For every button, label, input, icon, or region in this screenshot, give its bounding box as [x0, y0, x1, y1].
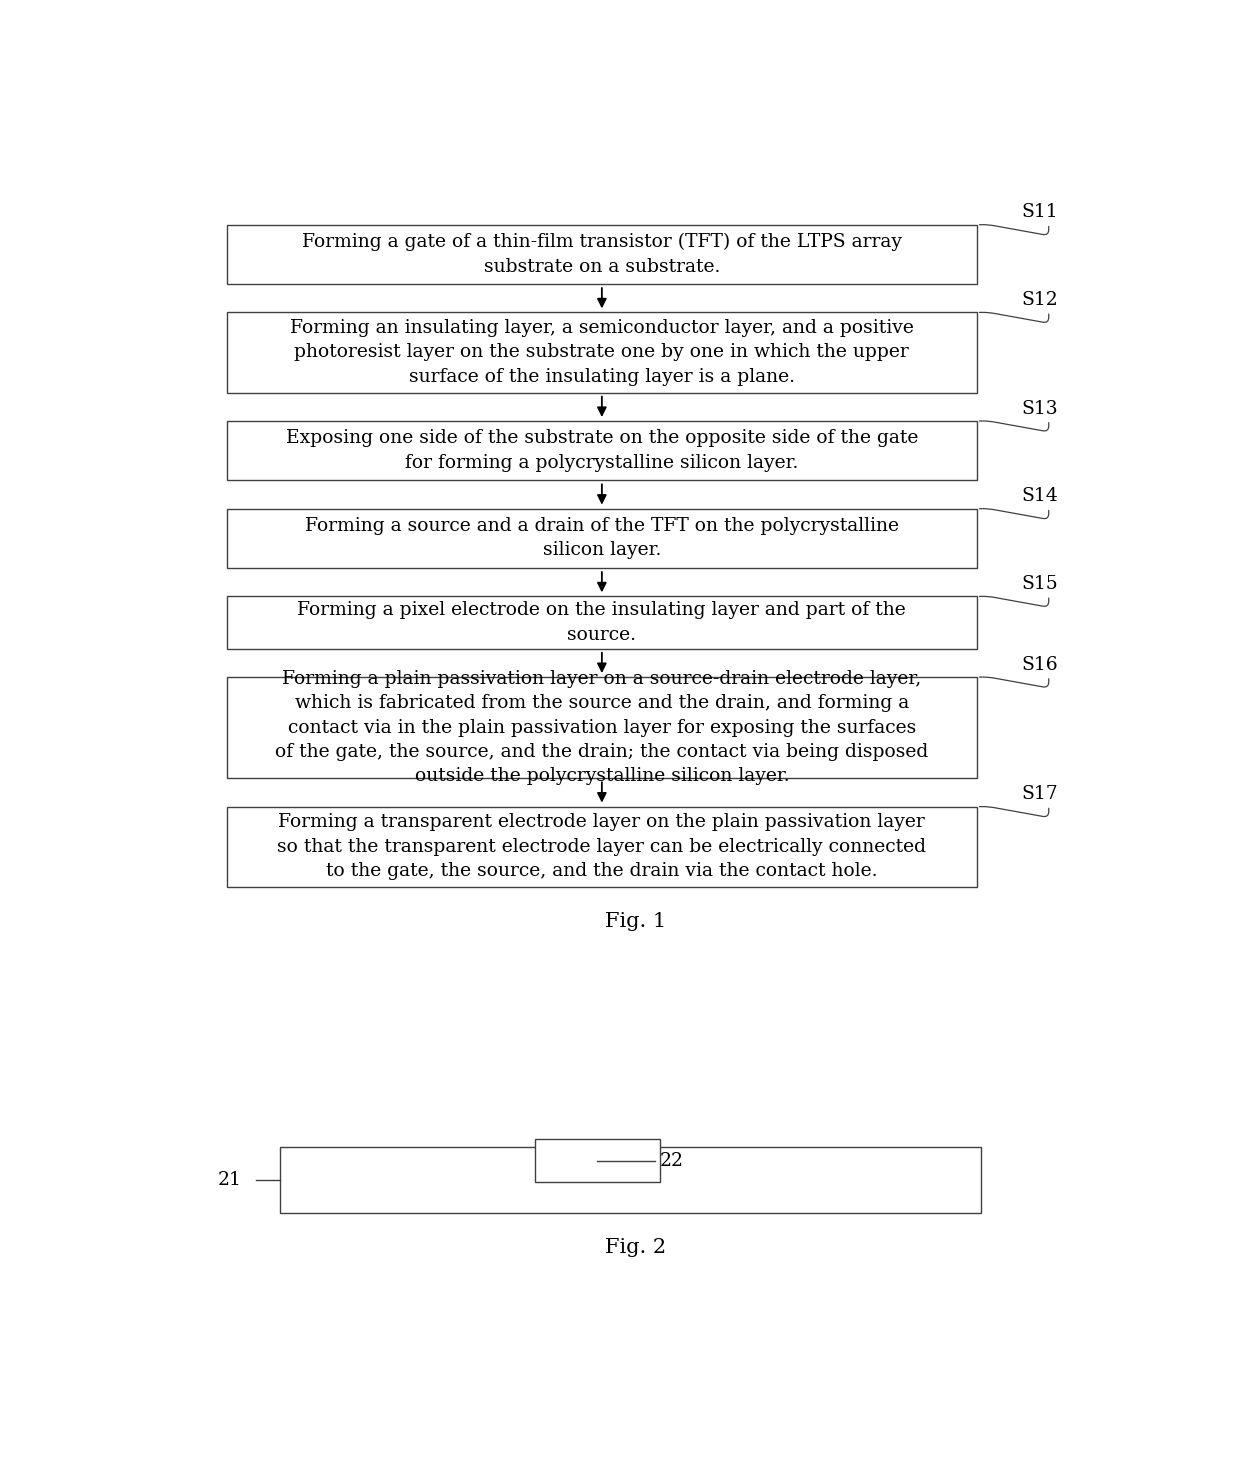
Text: S16: S16: [1022, 656, 1058, 674]
Bar: [280, 1148, 982, 1212]
Text: Forming a plain passivation layer on a source-drain electrode layer,
which is fa: Forming a plain passivation layer on a s…: [275, 670, 929, 785]
Text: Forming a source and a drain of the TFT on the polycrystalline
silicon layer.: Forming a source and a drain of the TFT …: [305, 518, 899, 559]
Text: S13: S13: [1022, 400, 1058, 417]
Text: Forming an insulating layer, a semiconductor layer, and a positive
photoresist l: Forming an insulating layer, a semicondu…: [290, 319, 914, 386]
Text: S11: S11: [1022, 204, 1058, 221]
Text: S14: S14: [1022, 487, 1058, 506]
Text: S15: S15: [1022, 575, 1058, 593]
Bar: [227, 420, 977, 481]
Bar: [227, 313, 977, 392]
Bar: [534, 1139, 660, 1181]
Text: 22: 22: [660, 1152, 683, 1170]
Text: Forming a pixel electrode on the insulating layer and part of the
source.: Forming a pixel electrode on the insulat…: [298, 602, 906, 643]
Text: Forming a transparent electrode layer on the plain passivation layer
so that the: Forming a transparent electrode layer on…: [278, 813, 926, 881]
Text: Forming a gate of a thin-film transistor (TFT) of the LTPS array
substrate on a : Forming a gate of a thin-film transistor…: [301, 233, 901, 276]
Text: S12: S12: [1022, 291, 1058, 308]
Bar: [227, 596, 977, 649]
Text: Exposing one side of the substrate on the opposite side of the gate
for forming : Exposing one side of the substrate on th…: [285, 429, 918, 472]
Bar: [227, 509, 977, 568]
Text: 21: 21: [217, 1171, 242, 1189]
Text: S17: S17: [1022, 785, 1058, 804]
Bar: [537, 1143, 657, 1150]
Bar: [227, 677, 977, 779]
Bar: [227, 807, 977, 886]
Text: Fig. 1: Fig. 1: [605, 912, 666, 931]
Bar: [227, 224, 977, 285]
Text: Fig. 2: Fig. 2: [605, 1238, 666, 1257]
